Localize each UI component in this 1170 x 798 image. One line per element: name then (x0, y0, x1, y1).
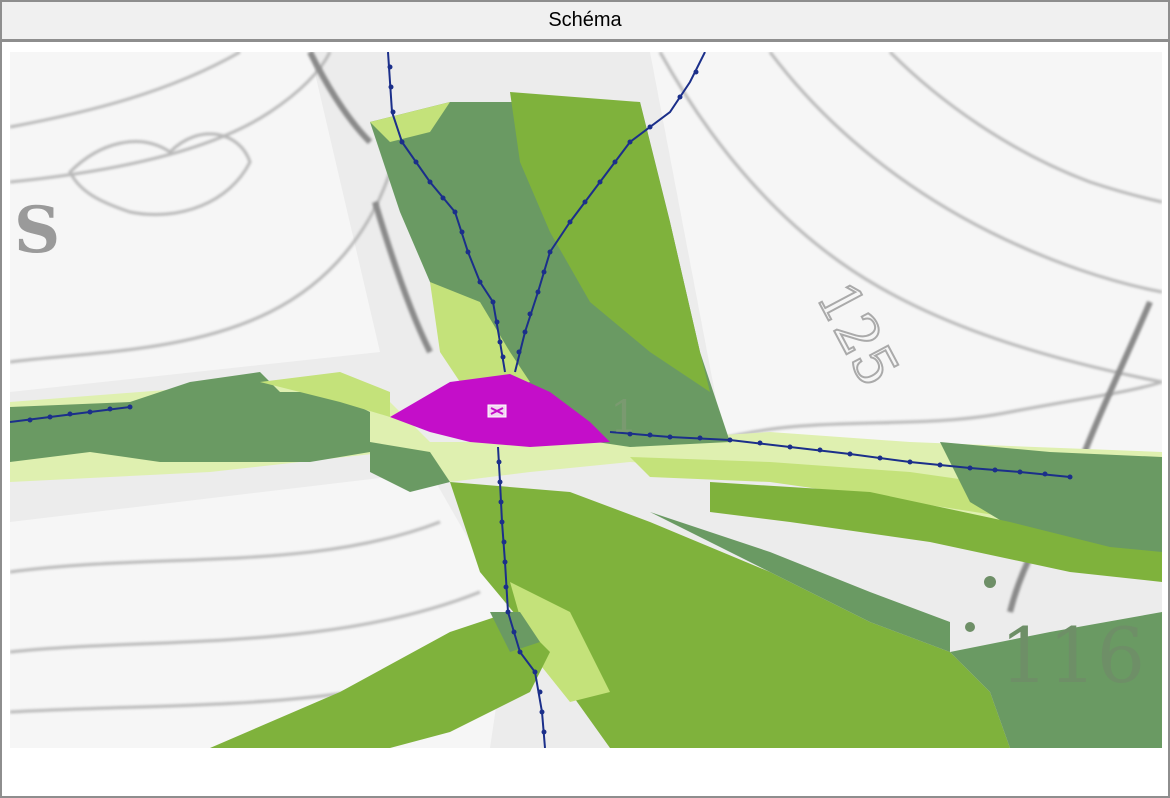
dark-green-south-east-zone (950, 612, 1162, 748)
map-label-spot-elevation: 1 (610, 392, 638, 443)
network-vertices (27, 64, 1073, 735)
spot-height-dot (984, 576, 996, 588)
map-label-elevation-116: 116 (1000, 611, 1145, 700)
panel-title: Schéma (548, 9, 622, 31)
mid-green-north-zone (510, 92, 710, 392)
map-label-s: S (14, 193, 60, 268)
dark-green-east-zone (940, 442, 1162, 572)
panel-header: Schéma (2, 2, 1168, 42)
vegetation-zones (10, 92, 1162, 748)
marker-icon[interactable] (487, 404, 507, 418)
map-view[interactable]: S 125 116 1 (10, 52, 1162, 748)
mid-green-south-west-zone (210, 612, 550, 748)
dark-green-west-zone (10, 372, 370, 462)
map-canvas: S 125 116 1 (10, 52, 1162, 748)
